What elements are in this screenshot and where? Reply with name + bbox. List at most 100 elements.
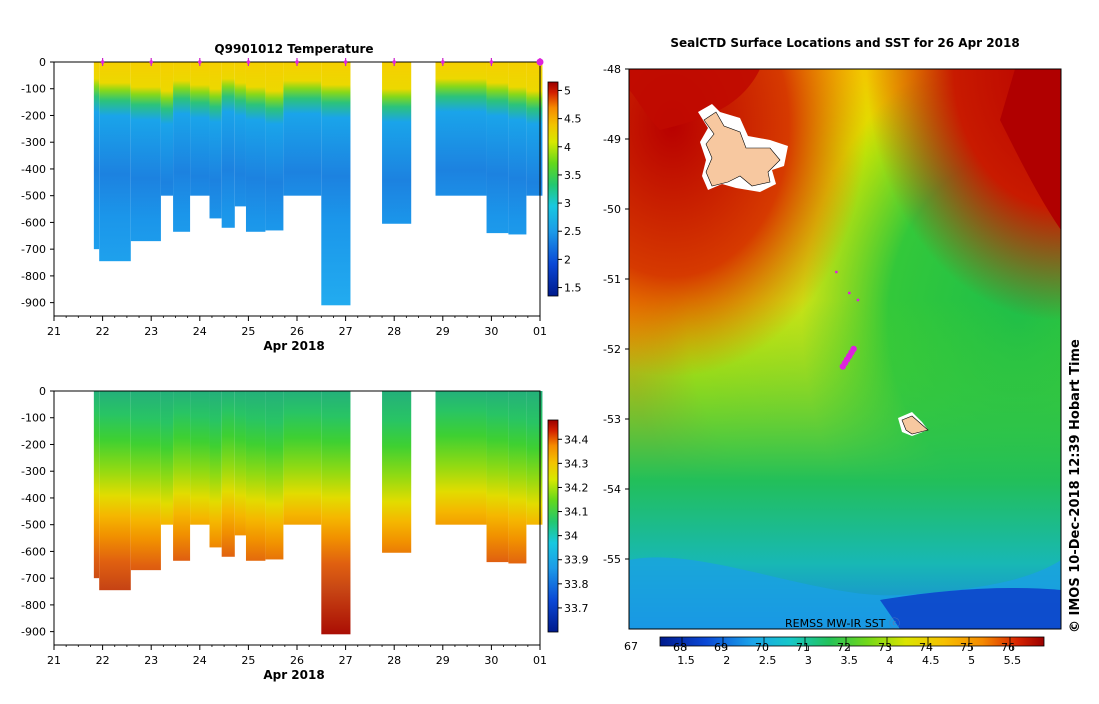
y-tick-label: -500 [21, 190, 46, 203]
y-tick-label: -800 [21, 599, 46, 612]
colorbar-tick-label: 2.5 [564, 225, 582, 238]
profile-column [93, 62, 100, 250]
x-tick-label: 23 [144, 654, 158, 667]
profile-marker-dot [441, 60, 445, 64]
sst-celsius-label: 3 [805, 654, 812, 667]
profile-column [486, 391, 509, 563]
y-tick-label: -400 [21, 492, 46, 505]
sst-colorbar [659, 636, 1045, 647]
y-tick-label: -200 [21, 109, 46, 122]
profile-column [190, 391, 210, 525]
lat-tick-label: -51 [603, 273, 621, 286]
profile-column [265, 391, 284, 560]
x-tick-label: 01 [533, 654, 547, 667]
sst-fahrenheit-label: 74 [919, 641, 933, 654]
salinity-profiles [93, 391, 543, 635]
seal-location-dot [834, 270, 838, 274]
profile-marker-dot [536, 58, 544, 66]
y-tick-label: -100 [21, 412, 46, 425]
y-tick-label: -400 [21, 163, 46, 176]
x-tick-label: 21 [47, 325, 61, 338]
y-tick-label: -700 [21, 572, 46, 585]
y-tick-label: 0 [39, 385, 46, 398]
profile-column [99, 391, 131, 591]
seal-location-dot [839, 363, 847, 370]
profile-column [265, 62, 284, 231]
profile-column [382, 62, 412, 224]
sst-celsius-label: 4.5 [922, 654, 940, 667]
profile-column [283, 391, 322, 525]
colorbar-tick-label: 4.5 [564, 113, 582, 126]
profile-marker-dot [198, 60, 202, 64]
profile-marker-dot [295, 60, 299, 64]
temperature-panel: Q9901012 Temperature 0 -100 -200 -300 -400 -5… [21, 42, 581, 353]
profile-column [234, 62, 246, 207]
copyright-timestamp: © IMOS 10-Dec-2018 12:39 Hobart Time [1068, 339, 1083, 633]
profile-column [173, 391, 191, 561]
sst-fahrenheit-label: 76 [1001, 641, 1015, 654]
sst-fahrenheit-label: 71 [796, 641, 810, 654]
sst-fahrenheit-label: 69 [714, 641, 728, 654]
x-tick-label: 27 [339, 325, 353, 338]
sst-northeast-hot [629, 69, 1061, 629]
sst-fahrenheit-label: 75 [960, 641, 974, 654]
colorbar-tick-label: 4 [564, 141, 571, 154]
salinity-x-label: Apr 2018 [263, 668, 324, 682]
map-title: SealCTD Surface Locations and SST for 26… [670, 36, 1019, 50]
profile-column [209, 391, 222, 548]
salinity-y-axis: 0 -100 -200 -300 -400 -500 -600 -700 -800 -900 [21, 385, 54, 639]
profile-column [486, 62, 509, 234]
profile-column [190, 62, 210, 196]
sst-colorbar-ticks: 68 69 70 71 72 73 74 75 76 1.5 2 2.5 3 3.5 4 4.5 5 5.5 [673, 637, 1021, 667]
lat-tick-label: -54 [603, 483, 621, 496]
seal-location-dot [856, 298, 860, 302]
heard-island [901, 415, 929, 435]
y-tick-label: -800 [21, 270, 46, 283]
sst-northwest-core [629, 69, 760, 130]
lat-tick-label: -48 [603, 63, 621, 76]
colorbar-tick-label: 33.9 [564, 554, 589, 567]
sst-fahrenheit-label: 68 [673, 641, 687, 654]
x-tick-label: 25 [241, 325, 255, 338]
sst-celsius-label: 5.5 [1004, 654, 1022, 667]
profile-marker-dot [392, 60, 397, 64]
lat-tick-label: -53 [603, 413, 621, 426]
profile-column [526, 391, 543, 525]
sst-celsius-label: 1.5 [677, 654, 695, 667]
profile-column [321, 391, 351, 635]
kerguelen-island [703, 111, 781, 187]
x-tick-label: 26 [290, 654, 304, 667]
sst-map-panel: SealCTD Surface Locations and SST for 26… [603, 36, 1083, 667]
profile-column [245, 62, 266, 232]
colorbar-tick-label: 2 [564, 253, 571, 266]
x-tick-label: 24 [193, 325, 207, 338]
sst-southeast-cold [880, 588, 1061, 629]
profile-column [245, 391, 266, 561]
profile-column [321, 62, 351, 306]
y-tick-label: -900 [21, 626, 46, 639]
sst-celsius-label: 2.5 [759, 654, 777, 667]
x-tick-label: 21 [47, 654, 61, 667]
lat-tick-label: -49 [603, 133, 621, 146]
sst-celsius-label: 5 [968, 654, 975, 667]
x-tick-label: 30 [484, 325, 498, 338]
profile-column [508, 62, 527, 235]
sst-celsius-label: 4 [887, 654, 894, 667]
sst-northeast-core [1000, 69, 1061, 230]
colorbar-tick-label: 3 [564, 197, 571, 210]
y-tick-label: -300 [21, 136, 46, 149]
y-tick-label: -600 [21, 216, 46, 229]
x-tick-label: 24 [193, 654, 207, 667]
temperature-profiles [93, 62, 543, 306]
sst-fahrenheit-label: 72 [837, 641, 851, 654]
colorbar-tick-label: 1.5 [564, 282, 582, 295]
lat-tick-label: -50 [603, 203, 621, 216]
lat-tick-label: -55 [603, 553, 621, 566]
seal-locations [834, 270, 860, 370]
x-tick-label: 28 [387, 654, 401, 667]
profile-column [99, 62, 131, 262]
colorbar-tick-label: 3.5 [564, 169, 582, 182]
colorbar-tick-label: 34 [564, 530, 578, 543]
salinity-colorbar [547, 419, 559, 633]
